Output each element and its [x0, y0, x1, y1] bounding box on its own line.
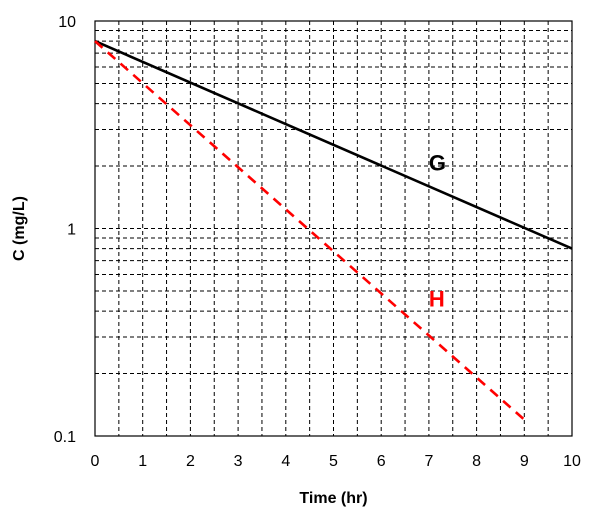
series-labels: GH [429, 151, 446, 312]
y-tick-label: 1 [67, 222, 76, 239]
series-label-h: H [429, 287, 445, 312]
x-tick-label: 5 [329, 453, 338, 470]
tick-labels: 0 1 2 3 4 5 6 7 8 9 10 0.1 1 10 [54, 14, 581, 470]
plot-frame [94, 20, 573, 437]
x-tick-label: 7 [424, 453, 433, 470]
x-tick-label: 10 [563, 453, 581, 470]
series-label-g: G [429, 151, 446, 176]
series-line-h [94, 40, 526, 421]
x-tick-label: 2 [186, 453, 195, 470]
y-tick-label: 0.1 [54, 429, 76, 446]
grid [95, 21, 572, 436]
x-tick-label: 1 [138, 453, 147, 470]
series-line-g [94, 39, 573, 250]
plot-border [94, 20, 573, 437]
x-tick-label: 4 [281, 453, 290, 470]
x-axis-label: Time (hr) [299, 490, 367, 507]
x-tick-label: 9 [520, 453, 529, 470]
y-tick-label: 10 [58, 14, 76, 31]
x-tick-label: 8 [472, 453, 481, 470]
y-axis-label: C (mg/L) [11, 196, 28, 261]
x-tick-label: 3 [234, 453, 243, 470]
x-tick-label: 0 [91, 453, 100, 470]
series-layer [94, 39, 573, 421]
x-tick-label: 6 [377, 453, 386, 470]
